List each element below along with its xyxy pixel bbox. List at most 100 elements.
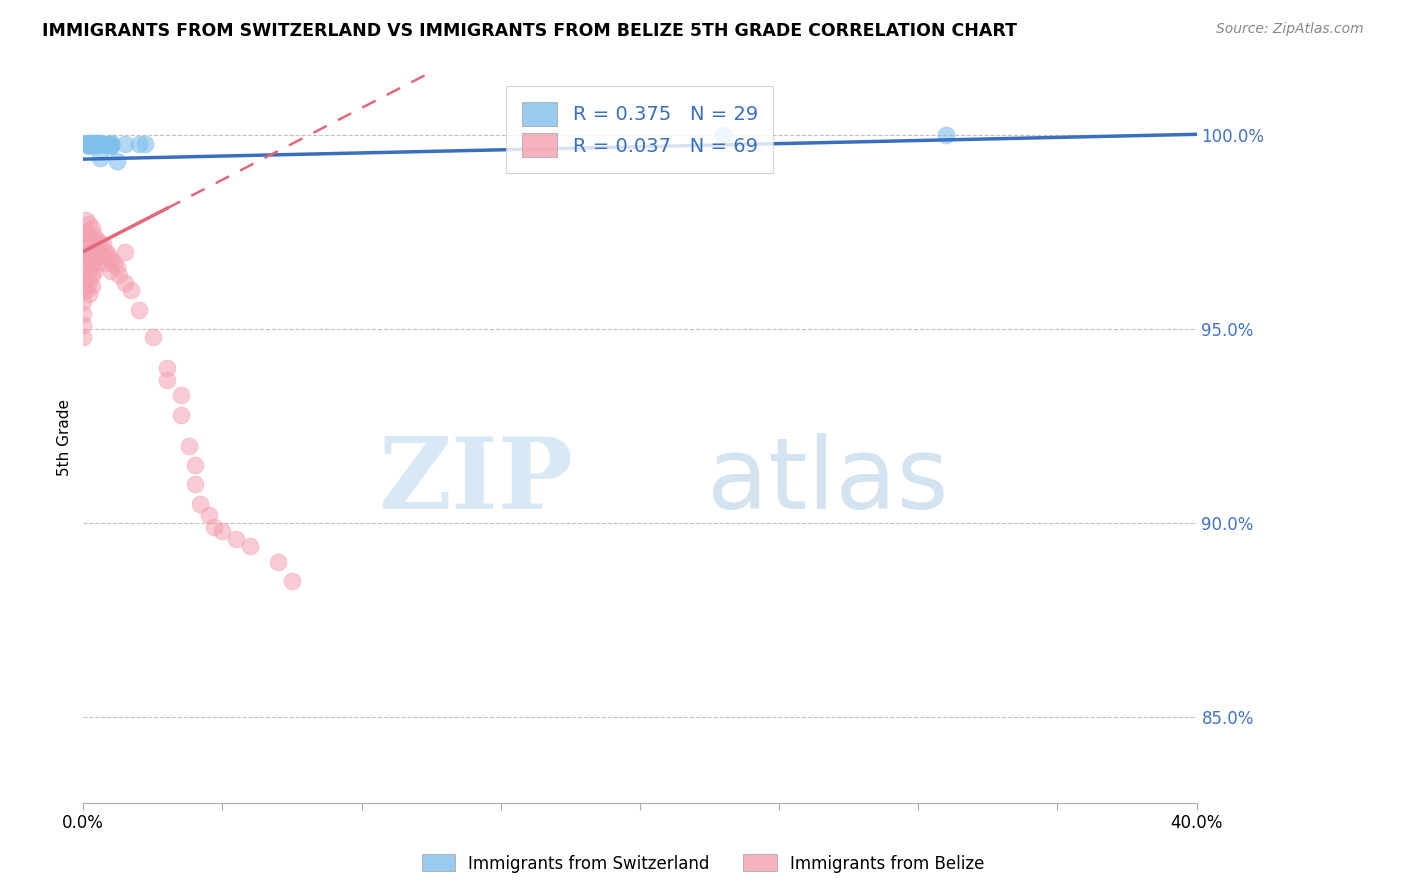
Point — [80, 136, 103, 151]
Point — [267, 555, 290, 569]
Point — [97, 137, 120, 152]
Point — [72, 330, 94, 344]
Point — [94, 244, 117, 259]
Point — [100, 136, 122, 150]
Point — [72, 236, 94, 251]
Point — [72, 225, 94, 239]
Point — [72, 136, 94, 150]
Point — [77, 276, 100, 290]
Point — [100, 264, 122, 278]
Point — [75, 248, 97, 262]
Point — [935, 128, 957, 142]
Point — [75, 236, 97, 251]
Point — [120, 283, 142, 297]
Point — [188, 497, 211, 511]
Text: ZIP: ZIP — [378, 433, 574, 530]
Point — [100, 139, 122, 153]
Point — [86, 256, 108, 270]
Point — [72, 248, 94, 262]
Point — [239, 540, 262, 554]
Point — [281, 574, 304, 589]
Text: IMMIGRANTS FROM SWITZERLAND VS IMMIGRANTS FROM BELIZE 5TH GRADE CORRELATION CHAR: IMMIGRANTS FROM SWITZERLAND VS IMMIGRANT… — [42, 22, 1017, 40]
Point — [97, 248, 120, 262]
Point — [77, 217, 100, 231]
Point — [77, 136, 100, 150]
Point — [100, 137, 122, 152]
Point — [183, 458, 205, 472]
Point — [80, 136, 103, 150]
Point — [89, 151, 111, 165]
Point — [72, 318, 94, 333]
Point — [80, 233, 103, 247]
Legend: Immigrants from Switzerland, Immigrants from Belize: Immigrants from Switzerland, Immigrants … — [415, 847, 991, 880]
Point — [91, 136, 114, 151]
Point — [91, 248, 114, 262]
Point — [72, 295, 94, 310]
Point — [128, 136, 150, 151]
Point — [75, 136, 97, 151]
Point — [72, 271, 94, 285]
Point — [86, 233, 108, 247]
Point — [89, 248, 111, 262]
Point — [94, 256, 117, 270]
Point — [75, 283, 97, 297]
Point — [75, 213, 97, 227]
Point — [86, 137, 108, 152]
Point — [100, 252, 122, 267]
Point — [80, 221, 103, 235]
Point — [83, 136, 105, 150]
Point — [83, 264, 105, 278]
Point — [75, 225, 97, 239]
Point — [77, 229, 100, 244]
Point — [89, 136, 111, 151]
Point — [183, 477, 205, 491]
Point — [77, 139, 100, 153]
Point — [72, 307, 94, 321]
Point — [202, 520, 225, 534]
Point — [91, 236, 114, 251]
Point — [83, 229, 105, 244]
Point — [156, 360, 179, 375]
Point — [80, 137, 103, 152]
Point — [177, 438, 200, 452]
Point — [77, 241, 100, 255]
Point — [80, 244, 103, 259]
Point — [86, 136, 108, 150]
Point — [142, 330, 165, 344]
Point — [128, 302, 150, 317]
Point — [77, 252, 100, 267]
Point — [103, 256, 125, 270]
Legend: R = 0.375   N = 29, R = 0.037   N = 69: R = 0.375 N = 29, R = 0.037 N = 69 — [506, 87, 773, 173]
Point — [713, 128, 735, 142]
Point — [77, 137, 100, 152]
Point — [170, 388, 193, 402]
Text: atlas: atlas — [707, 433, 949, 530]
Point — [83, 241, 105, 255]
Point — [72, 283, 94, 297]
Point — [75, 271, 97, 285]
Y-axis label: 5th Grade: 5th Grade — [58, 400, 72, 476]
Point — [134, 136, 156, 151]
Point — [80, 256, 103, 270]
Point — [77, 287, 100, 301]
Point — [108, 268, 131, 282]
Point — [100, 136, 122, 151]
Point — [105, 154, 128, 169]
Point — [114, 244, 136, 259]
Point — [114, 136, 136, 151]
Point — [72, 260, 94, 274]
Point — [94, 136, 117, 151]
Point — [80, 279, 103, 293]
Point — [225, 532, 247, 546]
Point — [170, 408, 193, 422]
Point — [77, 264, 100, 278]
Point — [75, 260, 97, 274]
Point — [77, 136, 100, 151]
Point — [80, 268, 103, 282]
Point — [86, 244, 108, 259]
Text: Source: ZipAtlas.com: Source: ZipAtlas.com — [1216, 22, 1364, 37]
Point — [211, 524, 233, 538]
Point — [105, 260, 128, 274]
Point — [89, 236, 111, 251]
Point — [114, 276, 136, 290]
